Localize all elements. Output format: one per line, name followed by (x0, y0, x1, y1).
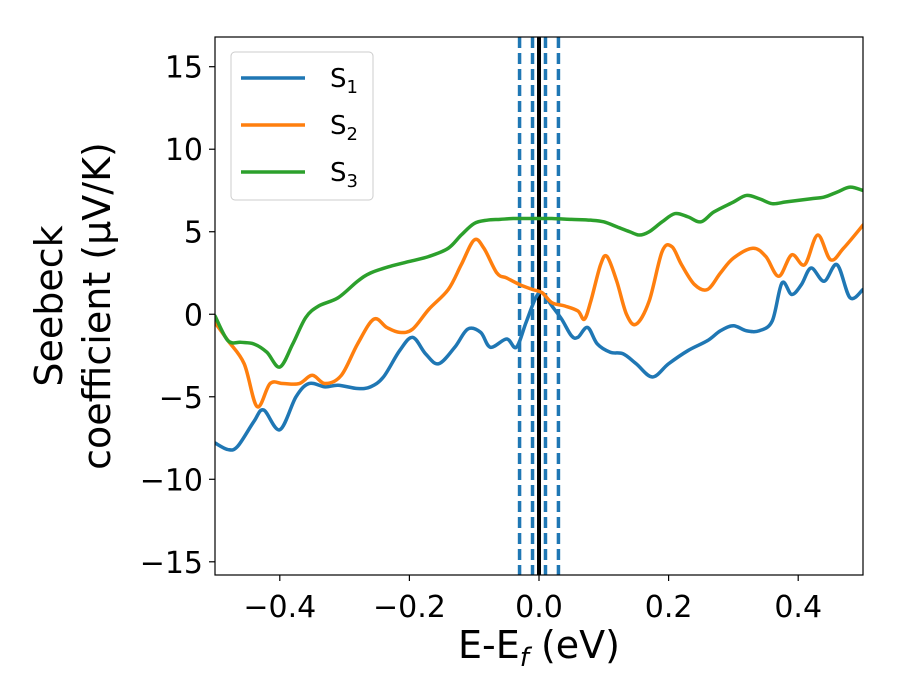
y-tick-label: 0 (184, 298, 203, 333)
x-axis-label: E-Ef (eV) (458, 623, 620, 673)
series-group (215, 185, 863, 452)
y-tick-label: 5 (184, 216, 203, 251)
legend-label-s1: S1 (330, 64, 358, 98)
y-axis-label-line1: Seebeck (27, 225, 71, 386)
x-tick-label: 0.4 (774, 590, 822, 625)
x-axis-label-unit: (eV) (529, 623, 620, 667)
plot-area (215, 37, 863, 575)
y-tick-label: −10 (140, 463, 203, 498)
y-tick-label: −15 (140, 546, 203, 581)
x-tick-label: 0.2 (645, 590, 693, 625)
y-tick-label: 10 (165, 133, 203, 168)
legend-label-s2: S2 (330, 111, 358, 145)
y-tick-label: −5 (159, 381, 203, 416)
x-tick-label: 0.0 (515, 590, 563, 625)
x-tick-label: −0.2 (373, 590, 446, 625)
y-axis-label-line2: coefficient (μV/K) (75, 142, 119, 470)
x-tick-label: −0.4 (243, 590, 316, 625)
legend: S1 S2 S3 (230, 51, 374, 201)
series-line-s2 (215, 223, 863, 409)
series-line-s3 (215, 185, 863, 369)
y-tick-label: 15 (165, 51, 203, 86)
x-axis: −0.4 −0.2 0.0 0.2 0.4 (243, 575, 822, 625)
reference-lines (517, 37, 561, 575)
y-axis: −15 −10 −5 0 5 10 15 (140, 51, 215, 581)
legend-label-s3: S3 (330, 158, 358, 192)
x-axis-label-main: E-E (458, 623, 520, 667)
y-axis-label: Seebeck coefficient (μV/K) (27, 142, 119, 470)
